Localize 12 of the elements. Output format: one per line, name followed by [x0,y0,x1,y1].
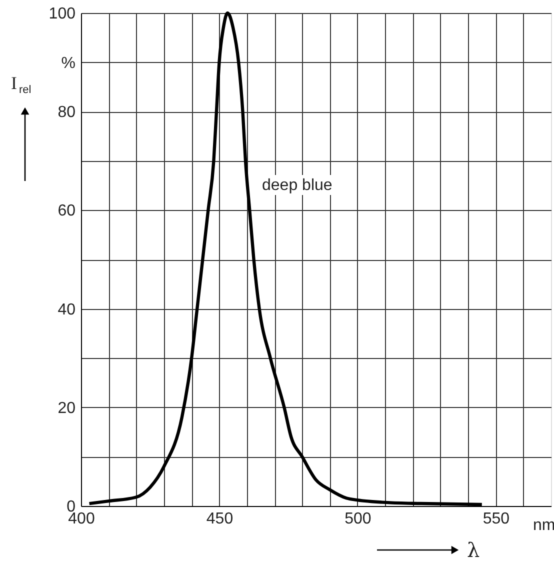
x-tick-label: 550 [482,510,510,528]
y-tick-label: 80 [58,104,76,122]
y-tick-label: % [61,54,76,72]
x-axis-title: λ [467,538,480,562]
x-tick-label: 500 [344,510,372,528]
annotation: deep blue [262,177,332,194]
y-tick-label: 60 [58,202,76,220]
y-tick-label: 40 [58,301,76,318]
y-tick-label: 100 [48,6,76,22]
x-tick-label: 450 [206,510,234,528]
text: nm [533,517,554,534]
y-tick-label: 20 [58,400,76,417]
